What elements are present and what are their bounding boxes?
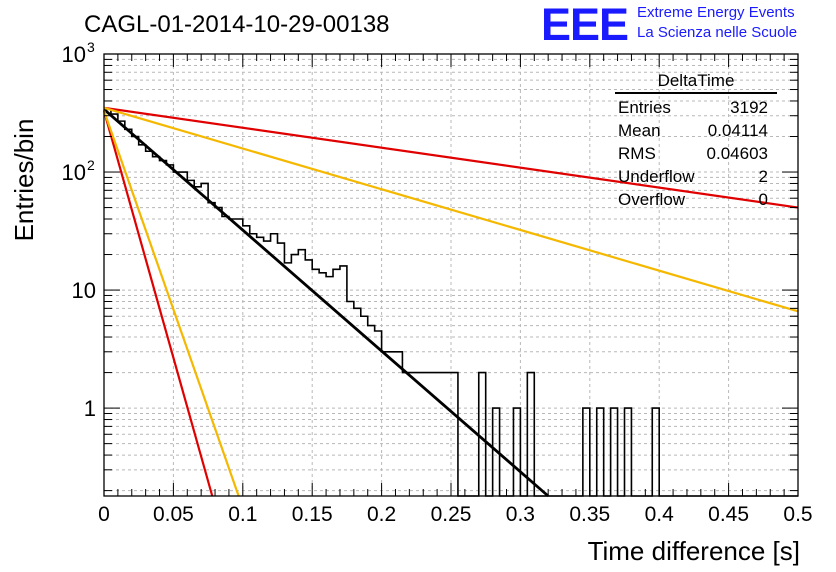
y-axis-label: Entries/bin	[9, 118, 39, 242]
x-tick-label: 0.05	[153, 503, 194, 526]
x-tick-label: 0.45	[708, 503, 749, 526]
stats-label: Overflow	[618, 190, 686, 209]
x-tick-label: 0	[98, 503, 110, 526]
stats-value: 0	[758, 190, 768, 209]
stats-row-entries: Entries 3192	[610, 96, 780, 119]
y-tick-label: 10	[62, 160, 86, 185]
x-tick-label: 0.15	[292, 503, 333, 526]
logo-tagline-1: Extreme Energy Events	[637, 4, 795, 21]
axis-ticks	[103, 54, 799, 496]
red-curve	[103, 106, 799, 209]
orange-curve	[103, 106, 799, 313]
stats-label: Entries	[618, 98, 671, 117]
y-tick-label: 1	[84, 396, 96, 421]
stats-label: Mean	[618, 121, 661, 140]
stats-row-overflow: Overflow 0	[610, 188, 780, 211]
x-tick-label: 0.2	[367, 503, 396, 526]
stats-row-rms: RMS 0.04603	[610, 142, 780, 165]
fit-line	[103, 108, 550, 498]
x-tick-label: 0.3	[506, 503, 535, 526]
y-tick-exponent: 2	[87, 157, 95, 173]
logo-tagline-2: La Scienza nelle Scuole	[637, 24, 798, 41]
stats-value: 0.04114	[707, 121, 768, 140]
x-tick-label: 0.5	[783, 503, 812, 526]
stats-row-mean: Mean 0.04114	[610, 119, 780, 142]
stats-box-title: DeltaTime	[615, 71, 777, 94]
stats-value: 3192	[730, 98, 768, 117]
y-tick-label: 10	[62, 42, 86, 67]
stats-label: Underflow	[618, 167, 695, 186]
x-tick-label: 0.1	[228, 503, 257, 526]
stats-box: DeltaTime Entries 3192 Mean 0.04114 RMS …	[610, 71, 780, 211]
y-tick-label: 10	[72, 278, 96, 303]
plot-title: CAGL-01-2014-10-29-00138	[84, 11, 390, 38]
eee-logo: EEE	[541, 0, 629, 50]
tick-labels: 0 0.05 0.1 0.15 0.2 0.25 0.3 0.35 0.4 0.45 0.5 1 10 1…	[62, 39, 813, 526]
histogram-outline	[104, 108, 798, 497]
y-tick-exponent: 3	[87, 39, 95, 55]
histogram	[104, 108, 798, 497]
stats-row-underflow: Underflow 2	[610, 165, 780, 188]
x-tick-label: 0.25	[431, 503, 472, 526]
x-axis-label: Time difference [s]	[587, 536, 800, 566]
orange-curve	[102, 110, 240, 497]
curves	[102, 106, 799, 498]
x-tick-label: 0.35	[569, 503, 610, 526]
stats-value: 2	[758, 167, 768, 186]
red-curve	[102, 110, 214, 497]
stats-value: 0.04603	[706, 144, 768, 163]
x-tick-label: 0.4	[645, 503, 675, 526]
stats-label: RMS	[618, 144, 656, 163]
